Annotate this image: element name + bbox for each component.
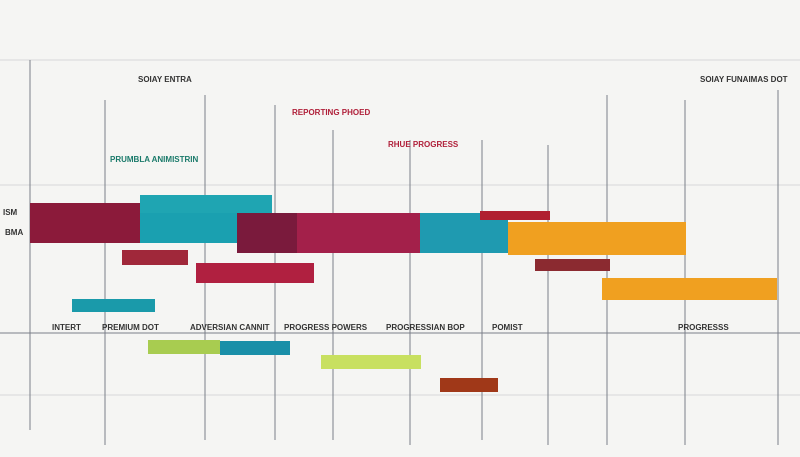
column-label: PREMIUM DOT	[102, 323, 159, 332]
task-bar	[72, 299, 155, 312]
task-bar	[297, 213, 420, 253]
column-label: INTERT	[52, 323, 81, 332]
task-bar	[480, 211, 550, 220]
task-bar	[30, 203, 140, 243]
column-label: PROGRESSS	[678, 323, 729, 332]
side-label: BMA	[5, 228, 23, 237]
column-label: PROGRESS POWERS	[284, 323, 368, 332]
column-label: POMIST	[492, 323, 523, 332]
task-bar	[122, 250, 188, 265]
side-label: ISM	[3, 208, 18, 217]
note: PRUMBLA ANIMISTRIN	[110, 155, 199, 164]
note: RHUE PROGRESS	[388, 140, 459, 149]
column-label: ADVERSIAN CANNIT	[190, 323, 270, 332]
task-bar	[321, 355, 421, 369]
task-bar	[196, 263, 314, 283]
task-bar	[440, 378, 498, 392]
task-bar	[140, 195, 272, 213]
task-bar	[220, 341, 290, 355]
column-label: PROGRESSIAN BOP	[386, 323, 465, 332]
task-bar	[148, 340, 220, 354]
task-bar	[535, 259, 610, 271]
task-bar	[140, 213, 237, 243]
header-title: SOIAY ENTRA	[138, 75, 192, 84]
note: REPORTING PHOED	[292, 108, 370, 117]
task-bar	[237, 213, 297, 253]
bars	[30, 195, 777, 392]
task-bar	[602, 278, 777, 300]
labels: SOIAY ENTRA SOIAY FUNAIMAS DOT REPORTING…	[3, 75, 788, 332]
task-bar	[508, 222, 686, 255]
header-title: SOIAY FUNAIMAS DOT	[700, 75, 788, 84]
